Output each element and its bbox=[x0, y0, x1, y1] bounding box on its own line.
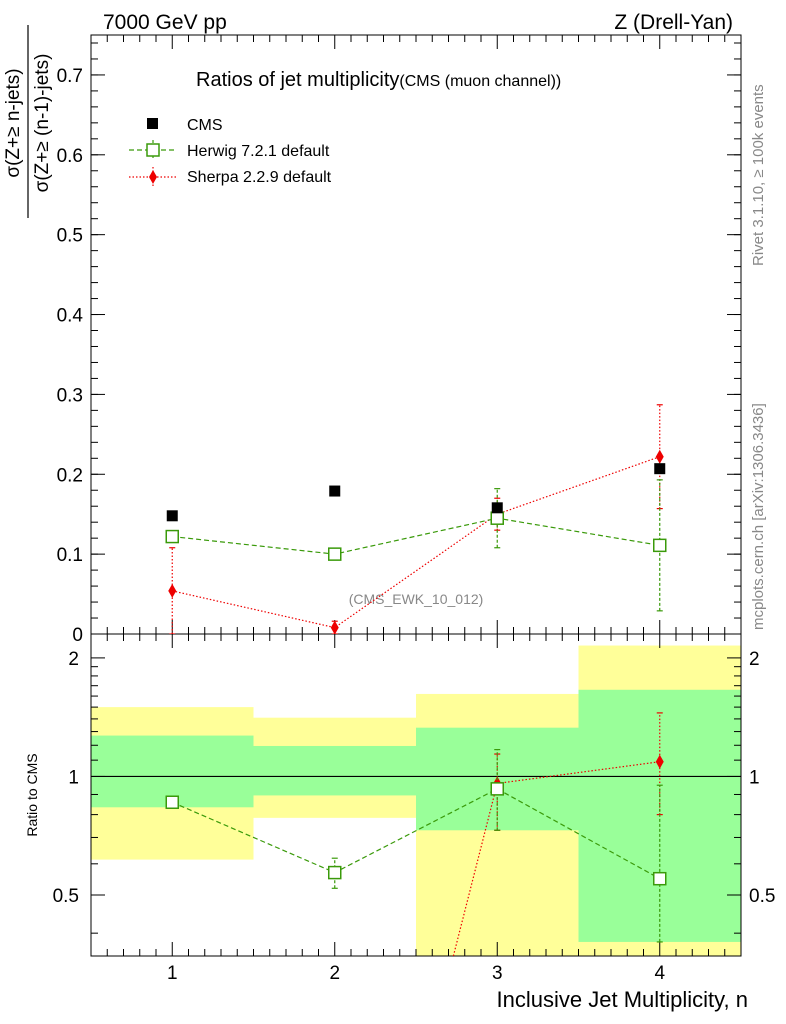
main-ylabel: σ(Z+≥ n-jets) σ(Z+≥ (n-1)-jets) bbox=[3, 25, 53, 218]
ytick-label: 0.6 bbox=[57, 146, 83, 167]
herwig-point bbox=[653, 538, 667, 553]
ratio-ytick-label-right: 0.5 bbox=[749, 886, 775, 907]
ratio-ytick-label: 0.5 bbox=[53, 886, 79, 907]
legend-herwig-marker bbox=[146, 143, 160, 157]
chart-title-sub: (CMS (muon channel)) bbox=[399, 73, 561, 90]
header-left-label: 7000 GeV pp bbox=[103, 11, 227, 34]
cms-point bbox=[166, 510, 178, 522]
ytick-label: 0.1 bbox=[57, 545, 83, 566]
ratio-herwig-line bbox=[172, 788, 661, 880]
legend-herwig-label: Herwig 7.2.1 default bbox=[187, 143, 330, 160]
xtick-label: 2 bbox=[329, 963, 340, 984]
ratio-plot-data bbox=[165, 712, 667, 956]
ratio-herwig-point bbox=[328, 865, 342, 880]
ytick-label: 0.5 bbox=[57, 226, 83, 247]
ratio-ylabel: Ratio to CMS bbox=[24, 753, 40, 836]
ratio-ytick-label: 2 bbox=[68, 649, 79, 670]
band-inner bbox=[253, 745, 416, 796]
x-axis-label: Inclusive Jet Multiplicity, n bbox=[497, 987, 748, 1012]
watermark-label: (CMS_EWK_10_012) bbox=[349, 591, 484, 607]
xtick-label: 4 bbox=[654, 963, 665, 984]
ratio-ytick-label-right: 2 bbox=[749, 649, 760, 670]
ytick-label: 0 bbox=[72, 625, 83, 646]
legend-cms-marker bbox=[147, 118, 158, 129]
band-inner bbox=[91, 735, 254, 808]
rivet-label: Rivet 3.1.10, ≥ 100k events bbox=[750, 84, 767, 266]
ratio-herwig-point bbox=[653, 871, 667, 886]
cms-point bbox=[491, 502, 503, 514]
ylabel-denominator: σ(Z+≥ (n-1)-jets) bbox=[32, 54, 53, 193]
herwig-point bbox=[490, 511, 504, 525]
mcplots-label: mcplots.cern.ch [arXiv:1306.3436] bbox=[750, 403, 767, 630]
ytick-label: 0.3 bbox=[57, 385, 83, 406]
ratio-herwig-point bbox=[490, 782, 504, 796]
legend-sherpa-label: Sherpa 2.2.9 default bbox=[187, 169, 332, 186]
legend: CMS Herwig 7.2.1 default Sherpa 2.2.9 de… bbox=[129, 117, 332, 187]
ytick-label: 0.7 bbox=[57, 66, 83, 87]
cms-point bbox=[654, 463, 666, 475]
chart-title-main: Ratios of jet multiplicity bbox=[196, 69, 399, 91]
sherpa-point bbox=[168, 583, 177, 598]
axes-ticks: 0 0.1 0.2 0.3 0.4 0.5 0.6 0.7 1 2 3 4 0.5 0.5 1 1 2 2 bbox=[53, 35, 775, 984]
sherpa-point bbox=[655, 449, 664, 464]
ratio-ytick-label: 1 bbox=[68, 767, 79, 788]
sherpa-point bbox=[330, 620, 339, 634]
header-right-label: Z (Drell-Yan) bbox=[614, 11, 733, 34]
ratio-sherpa-point bbox=[655, 754, 664, 769]
legend-cms-label: CMS bbox=[187, 117, 223, 134]
herwig-point bbox=[328, 547, 342, 561]
ratio-ytick-label-right: 1 bbox=[749, 767, 760, 788]
herwig-line bbox=[172, 517, 660, 555]
xtick-label: 3 bbox=[492, 963, 503, 984]
ytick-label: 0.2 bbox=[57, 465, 83, 486]
cms-point bbox=[329, 485, 341, 497]
legend-sherpa-marker bbox=[149, 170, 157, 184]
ylabel-numerator: σ(Z+≥ n-jets) bbox=[3, 68, 24, 177]
herwig-point bbox=[165, 529, 179, 544]
uncertainty-bands bbox=[91, 645, 741, 956]
ratio-sherpa-line bbox=[452, 761, 660, 956]
main-plot-data bbox=[165, 404, 667, 634]
chart-title: Ratios of jet multiplicity(CMS (muon cha… bbox=[196, 69, 561, 91]
ytick-label: 0.4 bbox=[57, 306, 84, 327]
xtick-label: 1 bbox=[167, 963, 178, 984]
ratio-herwig-point bbox=[165, 795, 179, 809]
